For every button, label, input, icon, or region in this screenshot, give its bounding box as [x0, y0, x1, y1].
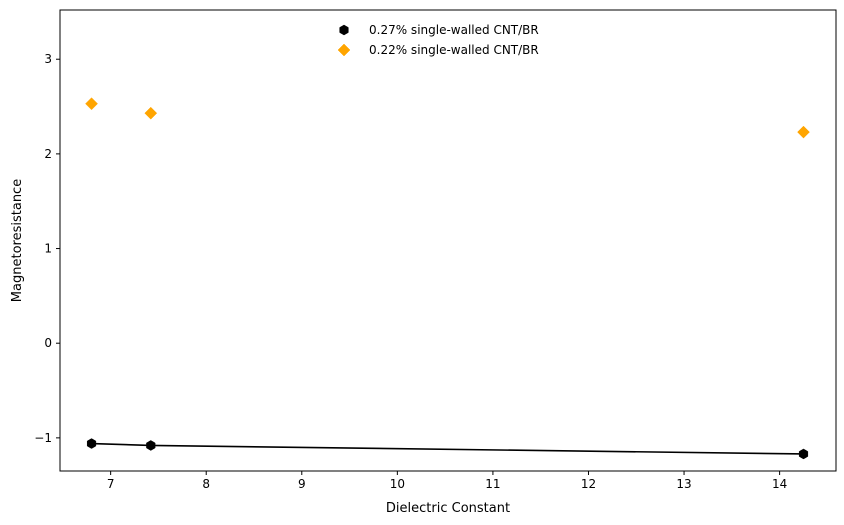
x-tick-label: 13	[676, 477, 691, 491]
x-axis-ticks: 7 8 9 10 11 12 13 14	[107, 471, 787, 491]
series-layer	[85, 97, 810, 460]
y-axis-label: Magnetoresistance	[10, 179, 25, 302]
x-axis-label: Dielectric Constant	[386, 501, 510, 516]
y-tick-label: 2	[44, 147, 52, 161]
x-tick-label: 7	[107, 477, 115, 491]
x-tick-label: 10	[390, 477, 405, 491]
data-point	[144, 106, 158, 120]
x-tick-label: 14	[772, 477, 787, 491]
legend-label-2: 0.22% single-walled CNT/BR	[369, 43, 539, 57]
legend-label-1: 0.27% single-walled CNT/BR	[369, 23, 539, 37]
x-tick-label: 9	[298, 477, 306, 491]
plot-area	[59, 9, 837, 472]
series-2	[85, 97, 810, 139]
data-point	[85, 97, 98, 111]
data-point	[797, 125, 810, 139]
x-tick-label: 8	[202, 477, 210, 491]
y-tick-label: 3	[44, 52, 52, 66]
x-tick-label: 12	[581, 477, 596, 491]
data-point	[798, 448, 809, 460]
legend: 0.27% single-walled CNT/BR 0.22% single-w…	[337, 23, 539, 57]
data-point	[146, 440, 156, 451]
series-1-line	[91, 442, 804, 455]
y-tick-label: 0	[44, 336, 52, 350]
y-tick-label: −1	[34, 431, 52, 445]
legend-marker-2	[337, 43, 351, 57]
plot-frame	[59, 9, 837, 472]
data-point	[86, 438, 97, 449]
y-tick-label: 1	[44, 242, 52, 256]
x-tick-label: 11	[485, 477, 500, 491]
legend-marker-1	[339, 24, 349, 36]
y-axis-ticks: −1 0 1 2 3	[34, 52, 60, 445]
series-1	[86, 438, 809, 460]
